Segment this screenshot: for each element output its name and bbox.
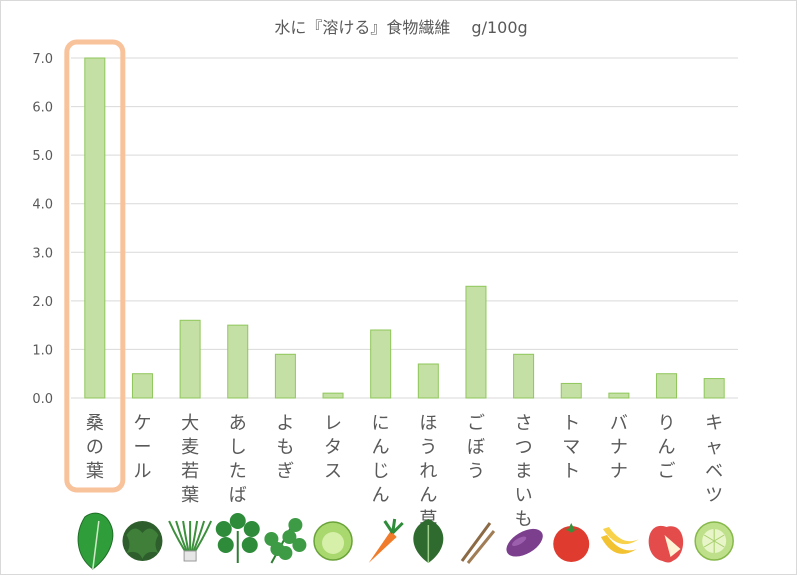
ashitaba-icon <box>215 513 260 563</box>
tomato-icon <box>553 523 590 562</box>
highlight-box <box>64 39 126 493</box>
bar <box>322 392 344 399</box>
y-axis: 0.0 1.0 2.0 3.0 4.0 5.0 6.0 7.0 <box>32 52 53 407</box>
y-tick-label: 5.0 <box>32 149 53 164</box>
cabbage-icon <box>694 521 734 561</box>
burdock-icon <box>460 522 496 564</box>
bar <box>84 57 106 399</box>
bar <box>703 378 725 399</box>
y-tick-label: 3.0 <box>32 246 53 261</box>
bar <box>656 373 678 399</box>
y-tick-label: 4.0 <box>32 198 53 213</box>
y-tick-label: 1.0 <box>32 343 53 358</box>
highlight-frame <box>64 39 126 493</box>
sweet-potato-icon <box>506 528 543 557</box>
x-category-label: 桑の葉 <box>86 413 104 482</box>
x-category-label: キャベツ <box>705 413 723 506</box>
x-category-label: ごぼう <box>467 413 485 482</box>
bar <box>227 324 249 399</box>
x-category-label: 大麦若葉 <box>181 413 199 506</box>
barley-grass-icon <box>168 520 213 562</box>
x-category-label: りんご <box>658 413 676 482</box>
lettuce-icon <box>313 521 353 561</box>
bars <box>84 57 725 399</box>
bar <box>465 285 487 399</box>
x-category-label: さつまいも <box>515 413 533 530</box>
spinach-icon <box>413 519 444 563</box>
x-category-label: バナナ <box>610 413 628 482</box>
bar <box>417 363 439 399</box>
bar <box>513 353 535 399</box>
gridlines <box>71 57 738 399</box>
kale-icon <box>122 521 163 561</box>
bar <box>179 319 201 399</box>
x-category-label: ケール <box>133 413 151 482</box>
x-category-label: あしたば <box>229 413 247 506</box>
x-category-label: ほうれん草 <box>419 413 437 530</box>
bar <box>608 392 630 399</box>
bar <box>560 382 582 399</box>
bar <box>131 373 153 399</box>
banana-icon <box>600 527 639 554</box>
chart-title: 水に『溶ける』食物繊維 g/100g <box>274 18 527 37</box>
x-category-label: よもぎ <box>276 413 294 482</box>
carrot-icon <box>368 518 404 563</box>
mugwort-icon <box>264 518 307 564</box>
bar <box>274 353 296 399</box>
y-tick-label: 2.0 <box>32 295 53 310</box>
mulberry-leaf-icon <box>77 512 114 570</box>
y-tick-label: 7.0 <box>32 52 53 67</box>
x-axis-labels: 桑の葉 ケール 大麦若葉 あしたば よもぎ レタス にんじん ほうれん草 ごぼう さつまいも トマト… <box>86 413 723 530</box>
y-tick-label: 6.0 <box>32 101 53 116</box>
x-category-label: にんじん <box>372 413 390 506</box>
x-category-label: レタス <box>324 413 342 482</box>
x-category-label: トマト <box>562 413 580 482</box>
y-tick-label: 0.0 <box>32 392 53 407</box>
apple-icon <box>648 525 684 563</box>
bar <box>370 329 392 399</box>
food-icons <box>77 512 734 570</box>
